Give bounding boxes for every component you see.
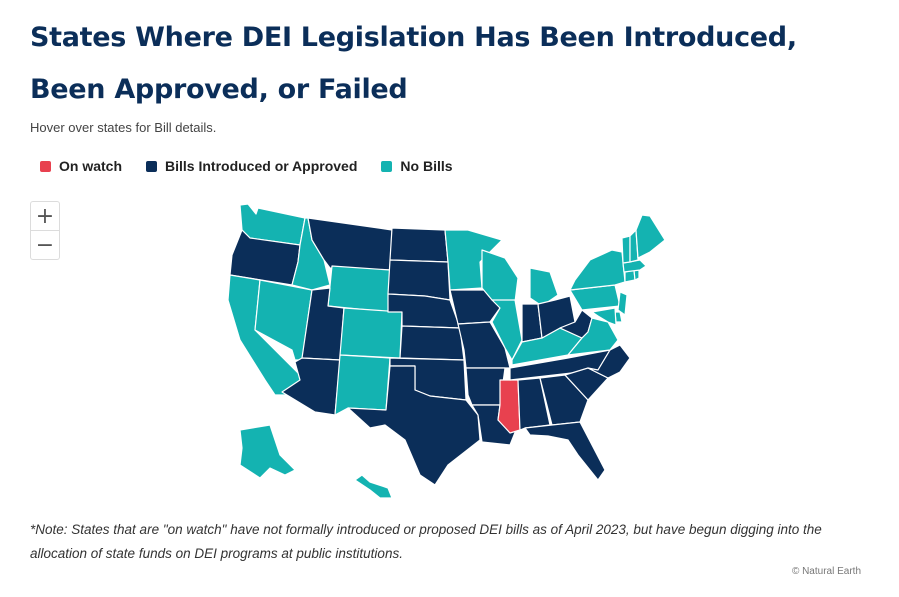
- state-MN[interactable]: [444, 229, 503, 291]
- subtitle: Hover over states for Bill details.: [30, 120, 217, 135]
- chart-title: States Where DEI Legislation Has Been In…: [30, 22, 797, 105]
- state-KS[interactable]: [399, 325, 465, 361]
- legend-swatch-bills-introduced: [146, 160, 158, 172]
- state-NM[interactable]: [334, 354, 391, 416]
- state-CO[interactable]: [339, 307, 403, 359]
- us-map: [227, 203, 666, 499]
- state-WI[interactable]: [481, 249, 519, 303]
- plus-icon: +: [35, 203, 55, 229]
- state-AK[interactable]: [239, 424, 296, 479]
- legend-item-on-watch[interactable]: On watch: [40, 158, 122, 174]
- map-credit: © Natural Earth: [791, 566, 861, 577]
- state-NC[interactable]: [587, 344, 631, 379]
- legend-item-bills-introduced[interactable]: Bills Introduced or Approved: [146, 158, 357, 174]
- state-IL[interactable]: [491, 299, 523, 361]
- state-AR[interactable]: [465, 367, 506, 406]
- legend-swatch-on-watch: [40, 160, 51, 172]
- state-ME[interactable]: [635, 214, 666, 259]
- state-TX[interactable]: [347, 365, 481, 486]
- state-MD[interactable]: [591, 307, 617, 326]
- footnote: *Note: States that are "on watch" have n…: [30, 522, 822, 561]
- state-NJ[interactable]: [617, 291, 628, 316]
- legend-label-bills-introduced: Bills Introduced or Approved: [165, 158, 358, 174]
- legend-label-no-bills: No Bills: [400, 158, 453, 174]
- state-RI[interactable]: [633, 269, 640, 281]
- state-MI[interactable]: [529, 267, 559, 307]
- state-WY[interactable]: [327, 265, 391, 313]
- state-HI[interactable]: [354, 474, 393, 499]
- legend-label-on-watch: On watch: [59, 158, 123, 174]
- zoom-in-button[interactable]: +: [31, 202, 59, 230]
- legend-item-no-bills[interactable]: No Bills: [381, 158, 453, 174]
- zoom-control: + −: [30, 201, 60, 260]
- legend-swatch-no-bills: [381, 160, 393, 172]
- state-VA[interactable]: [567, 317, 619, 356]
- state-NY[interactable]: [569, 249, 626, 291]
- legend: On watch Bills Introduced or Approved No…: [40, 158, 453, 174]
- state-ND[interactable]: [389, 227, 449, 263]
- state-VT[interactable]: [621, 235, 631, 264]
- state-FL[interactable]: [524, 421, 606, 481]
- zoom-out-button[interactable]: −: [31, 230, 59, 259]
- minus-icon: −: [35, 232, 55, 258]
